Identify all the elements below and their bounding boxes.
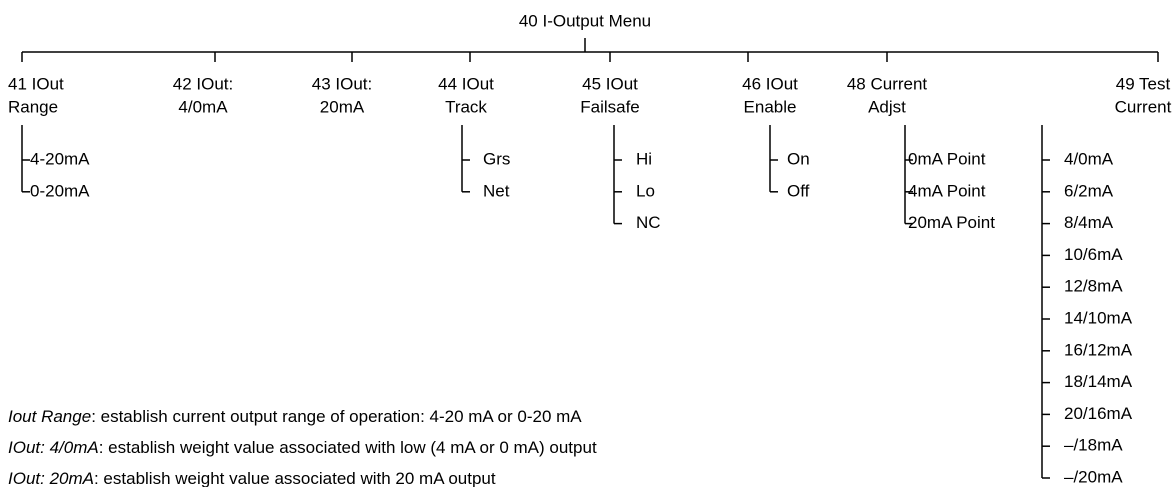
menu-label: 48 Current: [847, 74, 928, 93]
menu-item: –/18mA: [1064, 436, 1123, 455]
note-term: IOut: 20mA: [8, 469, 94, 487]
root-title: 40 I-Output Menu: [519, 11, 651, 30]
menu-item: 12/8mA: [1064, 277, 1123, 296]
menu-item: Net: [483, 181, 510, 200]
menu-item: Hi: [636, 149, 652, 168]
menu-label: 20mA: [320, 97, 365, 116]
menu-item: Lo: [636, 181, 655, 200]
menu-item: 18/14mA: [1064, 372, 1133, 391]
menu-item: On: [787, 149, 810, 168]
menu-label: 43 IOut:: [312, 74, 372, 93]
menu-item: NC: [636, 213, 661, 232]
note-text: : establish current output range of oper…: [91, 407, 582, 426]
note: IOut: 20mA: establish weight value assoc…: [8, 469, 496, 487]
menu-label: Current: [1115, 97, 1172, 116]
menu-label: 49 Test: [1116, 74, 1171, 93]
note-text: : establish weight value associated with…: [99, 438, 597, 457]
menu-item: 8/4mA: [1064, 213, 1114, 232]
menu-item: 0-20mA: [30, 181, 90, 200]
menu-item: 20/16mA: [1064, 404, 1133, 423]
menu-item: 10/6mA: [1064, 245, 1123, 264]
note-text: : establish weight value associated with…: [94, 469, 496, 487]
menu-item: 6/2mA: [1064, 181, 1114, 200]
menu-label: 46 IOut: [742, 74, 798, 93]
menu-item: 4mA Point: [908, 181, 986, 200]
menu-label: 42 IOut:: [173, 74, 233, 93]
menu-item: 16/12mA: [1064, 340, 1133, 359]
menu-label: Adjst: [868, 97, 906, 116]
note-term: Iout Range: [8, 407, 91, 426]
menu-label: 41 IOut: [8, 74, 64, 93]
note-term: IOut: 4/0mA: [8, 438, 99, 457]
menu-label: 4/0mA: [178, 97, 228, 116]
menu-item: 4-20mA: [30, 149, 90, 168]
menu-item: 14/10mA: [1064, 308, 1133, 327]
menu-item: 4/0mA: [1064, 149, 1114, 168]
menu-item: 0mA Point: [908, 149, 986, 168]
menu-item: –/20mA: [1064, 467, 1123, 486]
menu-label: Failsafe: [580, 97, 640, 116]
menu-item: Off: [787, 181, 810, 200]
menu-label: 44 IOut: [438, 74, 494, 93]
menu-item: 20mA Point: [908, 213, 995, 232]
menu-label: Range: [8, 97, 58, 116]
menu-label: Enable: [744, 97, 797, 116]
note: IOut: 4/0mA: establish weight value asso…: [8, 438, 597, 457]
menu-label: Track: [445, 97, 487, 116]
note: Iout Range: establish current output ran…: [8, 407, 582, 426]
menu-label: 45 IOut: [582, 74, 638, 93]
menu-item: Grs: [483, 149, 510, 168]
